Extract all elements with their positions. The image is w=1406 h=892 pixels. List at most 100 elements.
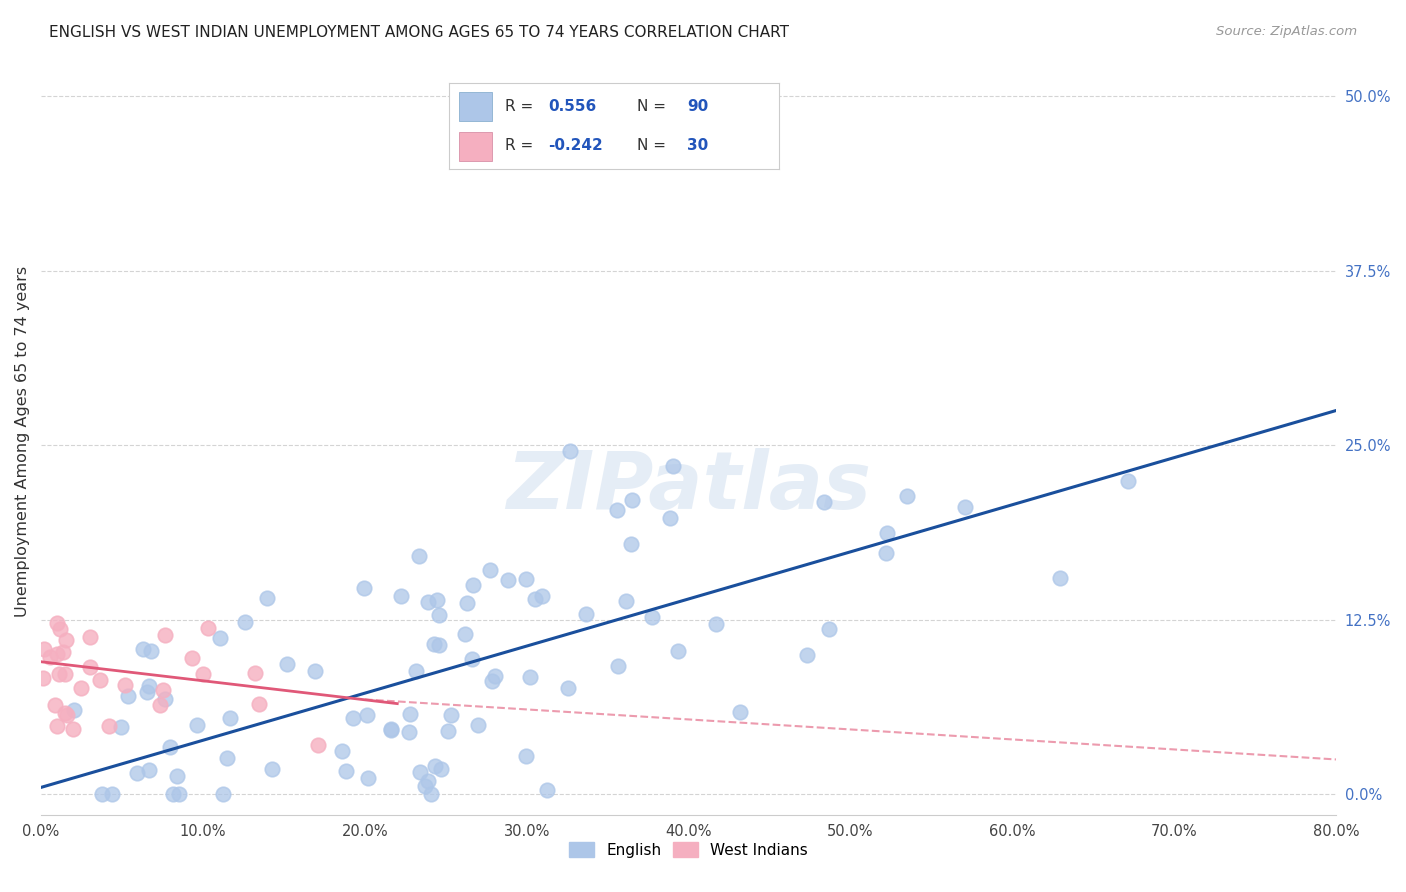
Point xyxy=(32,641,55,656)
Point xyxy=(409,764,432,779)
Point xyxy=(46,648,69,662)
Point xyxy=(56,707,79,722)
Point xyxy=(249,698,271,712)
Point xyxy=(46,615,69,630)
Point xyxy=(245,665,267,680)
Point xyxy=(728,705,751,719)
Point xyxy=(875,546,897,560)
Point xyxy=(32,671,55,685)
Text: Source: ZipAtlas.com: Source: ZipAtlas.com xyxy=(1216,25,1357,38)
Point xyxy=(817,622,839,636)
Point xyxy=(515,572,537,586)
Point xyxy=(531,589,554,603)
Point xyxy=(197,621,219,635)
Point xyxy=(607,659,630,673)
Point xyxy=(101,788,124,802)
Point xyxy=(416,774,439,789)
Point xyxy=(440,708,463,723)
Point xyxy=(1049,571,1071,585)
Point xyxy=(186,718,208,732)
Point xyxy=(79,659,101,673)
Point xyxy=(423,637,446,651)
Point xyxy=(704,617,727,632)
Point xyxy=(49,622,72,636)
Point xyxy=(53,706,76,721)
Point xyxy=(606,503,628,517)
Point xyxy=(153,692,176,706)
Point xyxy=(335,764,357,778)
Point xyxy=(79,630,101,644)
Point xyxy=(1116,474,1139,488)
Point xyxy=(256,591,278,605)
Point xyxy=(461,652,484,666)
Point xyxy=(44,698,66,713)
Point xyxy=(152,683,174,698)
Point xyxy=(478,563,501,577)
Point xyxy=(616,593,638,607)
Point xyxy=(426,593,449,607)
Point xyxy=(62,722,84,736)
Point xyxy=(619,537,641,551)
Point xyxy=(461,578,484,592)
Point xyxy=(153,627,176,641)
Point xyxy=(796,648,818,662)
Point xyxy=(575,607,598,622)
Point xyxy=(166,769,188,783)
Point xyxy=(167,788,190,802)
Text: ZIPatlas: ZIPatlas xyxy=(506,448,872,525)
Point xyxy=(262,762,284,776)
Point xyxy=(159,740,181,755)
Point xyxy=(211,788,233,802)
Point xyxy=(131,642,153,657)
Point xyxy=(953,500,976,515)
Point xyxy=(48,666,70,681)
Point xyxy=(117,689,139,703)
Point xyxy=(398,707,420,722)
Point xyxy=(813,495,835,509)
Point xyxy=(557,681,579,696)
Point xyxy=(342,711,364,725)
Point xyxy=(353,581,375,595)
Point xyxy=(560,443,582,458)
Point xyxy=(536,782,558,797)
Point xyxy=(46,719,69,733)
Point xyxy=(89,673,111,688)
Point xyxy=(876,525,898,540)
Point xyxy=(97,719,120,733)
Point xyxy=(55,633,77,648)
Point xyxy=(658,511,681,525)
Point xyxy=(181,651,204,665)
Point xyxy=(896,489,918,503)
Point xyxy=(380,723,402,738)
Point xyxy=(307,738,329,752)
Point xyxy=(620,492,643,507)
Text: ENGLISH VS WEST INDIAN UNEMPLOYMENT AMONG AGES 65 TO 74 YEARS CORRELATION CHART: ENGLISH VS WEST INDIAN UNEMPLOYMENT AMON… xyxy=(49,25,789,40)
Point xyxy=(215,751,238,765)
Point xyxy=(515,748,537,763)
Point xyxy=(53,666,76,681)
Point xyxy=(149,698,172,713)
Point xyxy=(125,765,148,780)
Point xyxy=(405,665,427,679)
Point xyxy=(63,702,86,716)
Point xyxy=(481,674,503,689)
Point xyxy=(454,626,477,640)
Point xyxy=(519,669,541,683)
Point xyxy=(138,679,160,693)
Y-axis label: Unemployment Among Ages 65 to 74 years: Unemployment Among Ages 65 to 74 years xyxy=(15,267,30,617)
Point xyxy=(141,644,163,658)
Point xyxy=(666,644,689,658)
Point xyxy=(138,764,160,778)
Point xyxy=(398,725,420,739)
Point xyxy=(162,788,184,802)
Point xyxy=(523,591,546,606)
Point xyxy=(90,788,112,802)
Point xyxy=(430,762,453,776)
Point xyxy=(429,638,451,652)
Point xyxy=(391,589,413,603)
Point xyxy=(408,549,430,564)
Point xyxy=(52,645,75,659)
Point xyxy=(456,596,478,610)
Point xyxy=(219,711,242,725)
Point xyxy=(413,779,436,793)
